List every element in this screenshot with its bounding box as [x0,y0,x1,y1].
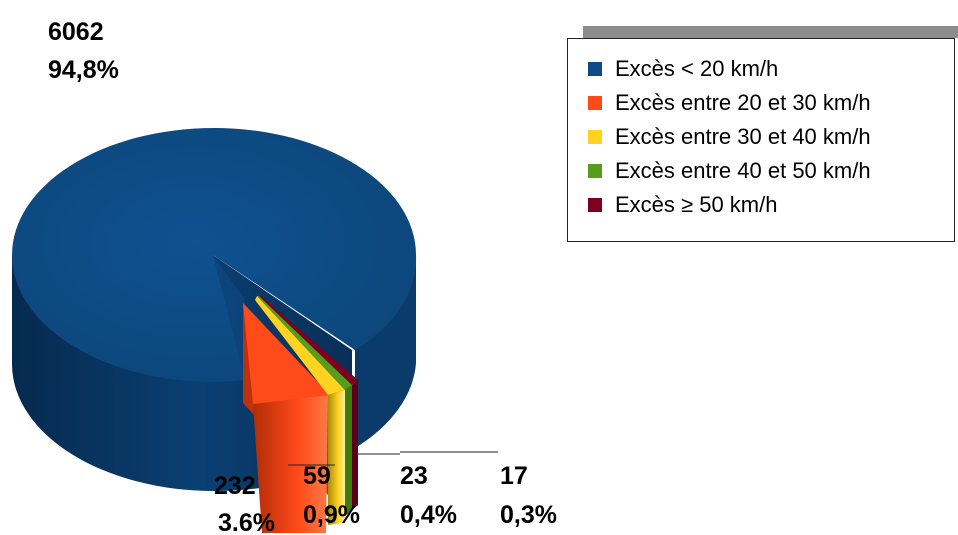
legend-item-40-50: Excès entre 40 et 50 km/h [588,155,871,187]
legend-label-40-50: Excès entre 40 et 50 km/h [615,158,871,184]
data-label-under-20-count: 6062 [48,18,104,46]
legend-item-20-30: Excès entre 20 et 30 km/h [588,87,871,119]
data-label-50-plus-percent: 0,3% [500,501,557,529]
legend-swatch-40-50 [588,164,602,178]
legend-item-50-plus: Excès ≥ 50 km/h [588,189,777,221]
legend-label-20-30: Excès entre 20 et 30 km/h [615,90,871,116]
data-label-40-50-count: 23 [400,462,428,490]
data-label-30-40-percent: 0,9% [303,501,360,529]
data-label-20-30-count: 232 [214,472,256,500]
legend-swatch-20-30 [588,96,602,110]
legend: Excès < 20 km/h Excès entre 20 et 30 km/… [567,38,955,242]
legend-shadow [583,26,958,38]
legend-swatch-under-20 [588,62,602,76]
data-label-50-plus-count: 17 [500,462,528,490]
legend-label-50-plus: Excès ≥ 50 km/h [615,192,777,218]
legend-label-30-40: Excès entre 30 et 40 km/h [615,124,871,150]
legend-item-30-40: Excès entre 30 et 40 km/h [588,121,871,153]
legend-item-under-20: Excès < 20 km/h [588,53,778,85]
data-label-30-40-count: 59 [303,462,331,490]
data-label-under-20-percent: 94,8% [48,56,119,84]
legend-swatch-50-plus [588,198,602,212]
data-label-40-50-percent: 0,4% [400,501,457,529]
data-label-20-30-percent: 3.6% [218,509,275,535]
legend-swatch-30-40 [588,130,602,144]
legend-label-under-20: Excès < 20 km/h [615,56,778,82]
